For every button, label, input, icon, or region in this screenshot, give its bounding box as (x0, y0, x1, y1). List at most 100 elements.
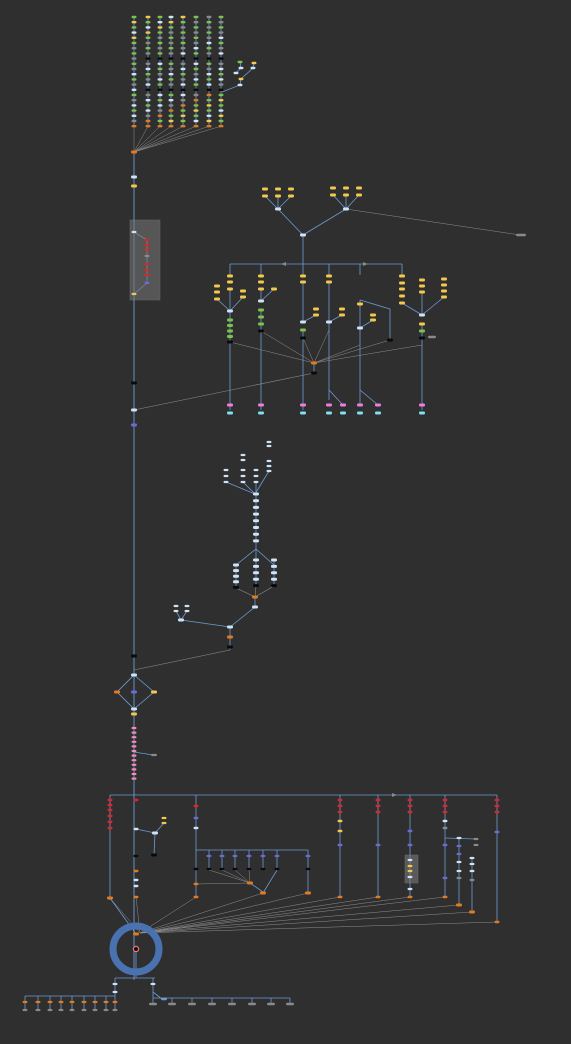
node[interactable] (131, 21, 137, 24)
node[interactable] (131, 740, 137, 743)
node[interactable] (206, 36, 212, 39)
node[interactable] (419, 284, 425, 288)
node[interactable] (193, 15, 199, 19)
node[interactable] (193, 31, 199, 34)
node[interactable] (131, 67, 137, 71)
node[interactable] (300, 328, 306, 332)
node[interactable] (407, 798, 413, 802)
node[interactable] (144, 281, 150, 285)
node[interactable] (131, 47, 137, 50)
node[interactable] (271, 564, 277, 568)
node[interactable] (258, 280, 264, 284)
node[interactable] (131, 731, 137, 734)
node[interactable] (240, 289, 246, 293)
node[interactable] (305, 854, 311, 858)
node[interactable] (157, 119, 163, 123)
node[interactable] (193, 816, 199, 820)
node[interactable] (258, 322, 264, 326)
node[interactable] (144, 243, 150, 247)
node[interactable] (157, 31, 163, 34)
node[interactable] (233, 71, 239, 75)
node[interactable] (300, 233, 306, 237)
node[interactable] (218, 52, 224, 55)
node[interactable] (340, 403, 346, 407)
node[interactable] (419, 411, 425, 415)
node[interactable] (206, 114, 212, 117)
node[interactable] (238, 77, 244, 81)
node[interactable] (494, 810, 500, 814)
node[interactable] (193, 114, 199, 117)
node[interactable] (193, 62, 199, 65)
node[interactable] (157, 114, 163, 117)
node[interactable] (133, 884, 139, 888)
node[interactable] (456, 844, 462, 848)
node[interactable] (107, 814, 113, 818)
node[interactable] (258, 315, 264, 319)
node[interactable] (375, 810, 381, 814)
node[interactable] (145, 62, 151, 65)
node[interactable] (227, 335, 233, 338)
node[interactable] (151, 690, 157, 694)
node[interactable] (266, 469, 272, 473)
node[interactable] (193, 104, 199, 107)
node[interactable] (326, 320, 332, 324)
node[interactable] (131, 423, 137, 427)
node[interactable] (456, 869, 462, 873)
node[interactable] (407, 864, 413, 868)
node[interactable] (206, 73, 212, 76)
node[interactable] (145, 52, 151, 55)
node[interactable] (442, 895, 448, 899)
node[interactable] (180, 114, 186, 117)
node[interactable] (218, 73, 224, 76)
node[interactable] (168, 109, 174, 112)
node[interactable] (131, 184, 137, 188)
node[interactable] (131, 230, 137, 234)
node[interactable] (206, 26, 212, 29)
node[interactable] (227, 280, 233, 284)
node[interactable] (168, 73, 174, 76)
node[interactable] (193, 88, 199, 91)
node[interactable] (375, 804, 381, 808)
node[interactable] (180, 109, 186, 112)
node[interactable] (218, 36, 224, 39)
node[interactable] (168, 41, 174, 45)
node[interactable] (274, 867, 280, 871)
node[interactable] (157, 26, 163, 29)
node[interactable] (151, 753, 157, 757)
node[interactable] (419, 403, 425, 407)
node[interactable] (58, 1008, 64, 1012)
node[interactable] (157, 57, 163, 60)
node[interactable] (313, 307, 319, 311)
node[interactable] (193, 99, 199, 102)
node[interactable] (267, 1002, 275, 1006)
node[interactable] (145, 57, 151, 60)
node[interactable] (168, 93, 174, 97)
node[interactable] (442, 810, 448, 814)
node[interactable] (131, 26, 137, 29)
node[interactable] (271, 584, 277, 588)
node[interactable] (157, 36, 163, 39)
node[interactable] (227, 309, 233, 313)
node[interactable] (233, 563, 239, 567)
node[interactable] (193, 67, 199, 71)
node[interactable] (206, 104, 212, 107)
node[interactable] (218, 41, 224, 45)
node[interactable] (131, 83, 137, 86)
node[interactable] (107, 820, 113, 824)
node[interactable] (357, 411, 363, 415)
node[interactable] (131, 36, 137, 39)
node[interactable] (428, 335, 436, 339)
node[interactable] (337, 810, 343, 814)
node[interactable] (375, 843, 381, 847)
node[interactable] (35, 1008, 41, 1012)
node[interactable] (145, 99, 151, 102)
node[interactable] (218, 119, 224, 123)
node[interactable] (107, 896, 113, 900)
node[interactable] (168, 15, 174, 19)
node[interactable] (247, 881, 253, 885)
node[interactable] (168, 104, 174, 107)
node[interactable] (399, 281, 405, 285)
node[interactable] (456, 860, 462, 864)
node[interactable] (103, 1008, 109, 1012)
